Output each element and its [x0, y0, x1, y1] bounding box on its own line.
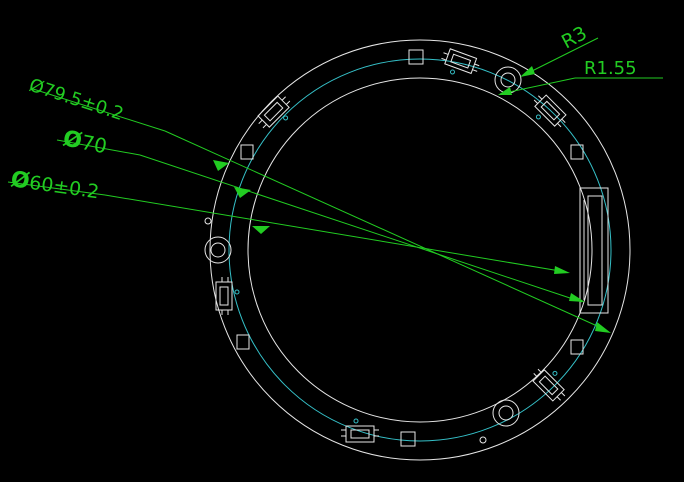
inner-diameter-label: Ø60±0.2: [9, 167, 101, 204]
small-hole-left: [204, 217, 212, 225]
square-pads: [236, 49, 584, 447]
trace-circle: [228, 58, 612, 442]
led-component: [215, 277, 240, 315]
pad-lower-right: [570, 339, 584, 355]
mounting-hole-bottom-right: [492, 399, 520, 427]
hole-radius-label: R3: [558, 22, 591, 53]
led-component: [533, 94, 567, 128]
pad-upper-left: [240, 144, 254, 160]
led-component: [441, 48, 480, 75]
outer-edge-circle: [209, 39, 631, 461]
led-component: [532, 368, 566, 402]
dimension-lines: [7, 37, 663, 333]
led-component: [257, 95, 291, 129]
small-hole-bottom: [479, 436, 487, 444]
mid-diameter-label: Ø70: [61, 126, 109, 159]
pad-upper-right: [570, 144, 584, 160]
pad-bottom: [400, 431, 416, 447]
small-hole-radius-label: R1.55: [584, 58, 637, 79]
led-component: [341, 418, 379, 443]
mounting-hole-left: [204, 236, 232, 264]
outer-diameter-label: Ø79.5±0.2: [26, 75, 126, 125]
fpc-connector: [579, 187, 609, 314]
pad-top: [408, 49, 424, 65]
pad-lower-left: [236, 334, 250, 350]
inner-edge-circle: [247, 77, 593, 423]
